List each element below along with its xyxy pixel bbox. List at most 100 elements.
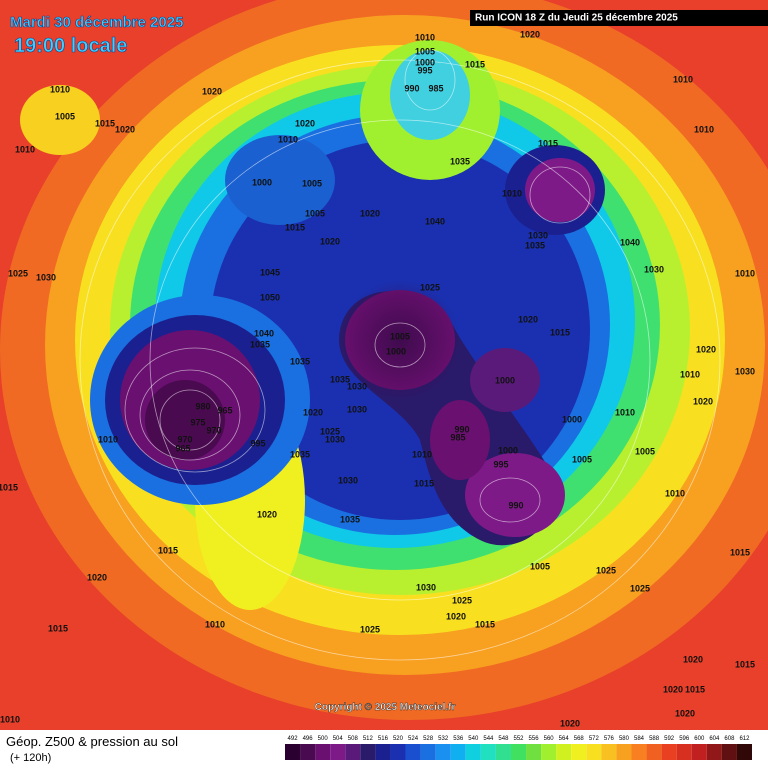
pressure-label: 1000 [498,445,518,455]
pressure-label: 1010 [415,32,435,42]
colorbar-label: 572 [589,736,600,742]
colorbar-cell [390,744,406,760]
colorbar-cell [571,744,587,760]
pressure-label: 1010 [412,449,432,459]
pressure-label: 1040 [425,216,445,226]
colorbar-cell [300,744,316,760]
pressure-label: 1010 [694,124,714,134]
colorbar-label: 552 [513,736,524,742]
pressure-label: 1010 [502,188,522,198]
isobars [79,49,721,661]
pressure-label: 970 [206,425,221,435]
colorbar-label: 588 [649,736,660,742]
isobar [529,166,591,224]
z500-zone [225,135,335,225]
colorbar: 492 496 500 504 508 512 516 520 524 528 532 536 540 5… [285,736,752,760]
pressure-label: 1015 [735,659,755,669]
footer-title: Géop. Z500 & pression au sol [6,734,178,749]
pressure-label: 1015 [730,547,750,557]
pressure-label: 1025 [8,268,28,278]
pressure-label: 1030 [416,582,436,592]
pressure-label: 1020 [663,684,683,694]
colorbar-label: 508 [348,736,359,742]
colorbar-cell [721,744,737,760]
pressure-label: 1030 [735,366,755,376]
isobar [404,49,456,111]
colorbar-label: 612 [739,736,750,742]
pressure-label: 1005 [635,446,655,456]
pressure-label: 1020 [683,654,703,664]
colorbar-label: 580 [619,736,630,742]
colorbar-label: 548 [498,736,509,742]
pressure-label: 1020 [520,29,540,39]
pressure-label: 1030 [36,272,56,282]
colorbar-cell [375,744,391,760]
pressure-label: 995 [417,65,432,75]
colorbar-cell [450,744,466,760]
pressure-label: 975 [190,417,205,427]
colorbar-label: 516 [378,736,389,742]
colorbar-label: 528 [423,736,434,742]
pressure-label: 1015 [538,138,558,148]
pressure-label: 1010 [15,144,35,154]
pressure-label: 1025 [320,426,340,436]
run-box [470,10,768,26]
pressure-label: 1020 [320,236,340,246]
pressure-label: 1045 [260,267,280,277]
pressure-label: 1025 [360,624,380,634]
pressure-label: 1010 [98,434,118,444]
pressure-label: 965 [175,443,190,453]
pressure-label: 1020 [257,509,277,519]
colorbar-cell [526,744,542,760]
colorbar-cell [420,744,436,760]
pressure-label: 970 [177,434,192,444]
pressure-labels: 1010100510151020101010201010100510009959… [0,29,755,728]
pressure-label: 1010 [205,619,225,629]
colorbar-cell [556,744,572,760]
pressure-label: 1010 [735,268,755,278]
pressure-label: 990 [404,83,419,93]
colorbar-cell [465,744,481,760]
colorbar-cell [510,744,527,760]
pressure-label: 1030 [347,404,367,414]
forecast-time: 19:00 locale [14,35,127,57]
pressure-label: 1030 [325,434,345,444]
pressure-label: 1035 [250,339,270,349]
pressure-label: 1035 [340,514,360,524]
pressure-label: 1005 [415,46,435,56]
pressure-label: 1030 [338,475,358,485]
pressure-label: 1010 [615,407,635,417]
colorbar-label: 496 [303,736,314,742]
pressure-label: 1020 [295,118,315,128]
colorbar-cell [736,744,752,760]
pressure-label: 1025 [596,565,616,575]
low-core [145,380,225,460]
colorbar-label: 596 [679,736,690,742]
pressure-label: 1030 [528,230,548,240]
pressure-label: 1010 [673,74,693,84]
pressure-label: 1010 [50,84,70,94]
colorbar-cell [691,744,707,760]
pressure-label: 1025 [420,282,440,292]
colorbar-label: 532 [438,736,449,742]
pressure-label: 995 [250,438,265,448]
pressure-label: 1020 [202,86,222,96]
colorbar-cell [330,744,346,760]
pressure-label: 1030 [347,381,367,391]
pressure-label: 1020 [446,611,466,621]
colorbar-cell [601,744,617,760]
pressure-label: 1020 [696,344,716,354]
pressure-label: 1035 [525,240,545,250]
colorbar-label: 556 [529,736,540,742]
pressure-label: 1025 [630,583,650,593]
pressure-label: 1015 [95,118,115,128]
pressure-label: 1000 [386,346,406,356]
pressure-label: 1000 [252,177,272,187]
pressure-label: 1015 [48,623,68,633]
low-glow [340,280,460,400]
colorbar-label: 544 [483,736,494,742]
z500-zone [390,50,470,140]
pressure-label: 1040 [620,237,640,247]
pressure-label: 1015 [685,684,705,694]
pressure-label: 1015 [550,327,570,337]
